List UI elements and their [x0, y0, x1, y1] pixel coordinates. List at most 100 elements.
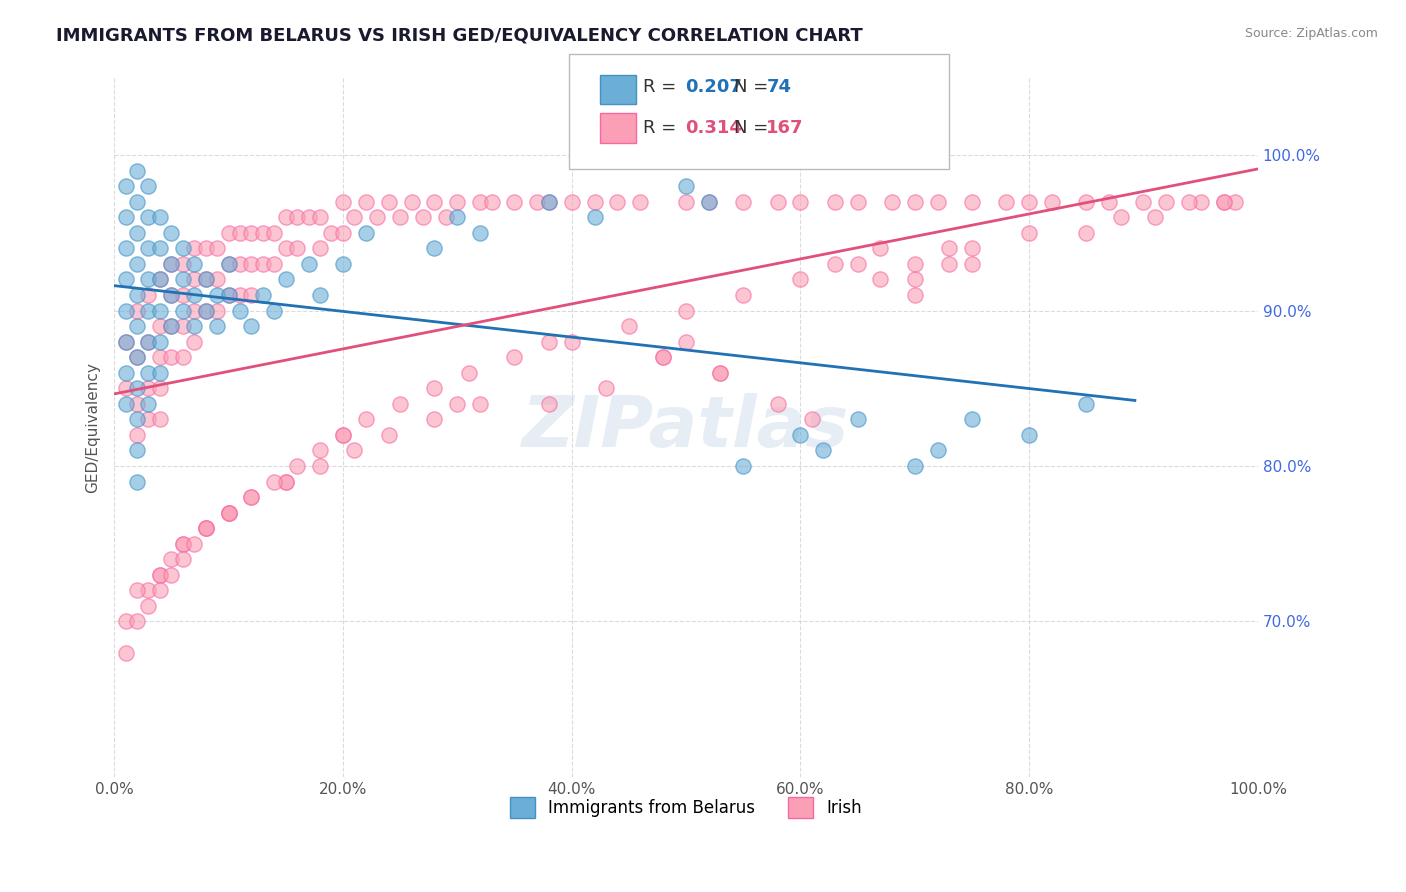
Point — [904, 458, 927, 473]
Point — [138, 412, 160, 426]
Point — [789, 428, 811, 442]
Point — [1109, 211, 1132, 225]
Point — [423, 194, 446, 209]
Point — [160, 257, 183, 271]
Point — [481, 194, 503, 209]
Point — [274, 475, 297, 489]
Point — [183, 272, 205, 286]
Point — [125, 583, 148, 598]
Point — [149, 272, 172, 286]
Point — [218, 506, 240, 520]
Point — [423, 241, 446, 255]
Point — [412, 211, 434, 225]
Point — [114, 179, 136, 194]
Point — [149, 334, 172, 349]
Point — [149, 211, 172, 225]
Point — [1156, 194, 1178, 209]
Point — [537, 194, 560, 209]
Text: 0.207: 0.207 — [685, 78, 741, 96]
Point — [869, 272, 891, 286]
Point — [138, 381, 160, 395]
Point — [125, 257, 148, 271]
Point — [125, 163, 148, 178]
Y-axis label: GED/Equivalency: GED/Equivalency — [86, 362, 100, 492]
Point — [766, 194, 789, 209]
Point — [114, 272, 136, 286]
Point — [114, 615, 136, 629]
Point — [332, 194, 354, 209]
Point — [172, 257, 194, 271]
Point — [114, 334, 136, 349]
Point — [927, 194, 949, 209]
Point — [583, 194, 606, 209]
Point — [343, 211, 366, 225]
Point — [1018, 226, 1040, 240]
Point — [114, 303, 136, 318]
Text: ZIPatlas: ZIPatlas — [522, 392, 849, 462]
Point — [1018, 428, 1040, 442]
Point — [172, 272, 194, 286]
Point — [172, 350, 194, 364]
Point — [675, 334, 697, 349]
Point — [183, 303, 205, 318]
Point — [1132, 194, 1154, 209]
Point — [675, 303, 697, 318]
Point — [172, 241, 194, 255]
Point — [125, 412, 148, 426]
Point — [766, 397, 789, 411]
Point — [205, 303, 228, 318]
Point — [172, 552, 194, 566]
Point — [583, 211, 606, 225]
Point — [114, 381, 136, 395]
Point — [789, 272, 811, 286]
Point — [125, 303, 148, 318]
Point — [813, 443, 835, 458]
Point — [218, 257, 240, 271]
Point — [733, 458, 755, 473]
Point — [960, 194, 983, 209]
Point — [263, 303, 285, 318]
Point — [183, 241, 205, 255]
Point — [675, 194, 697, 209]
Point — [114, 334, 136, 349]
Point — [733, 194, 755, 209]
Point — [125, 226, 148, 240]
Point — [194, 521, 217, 535]
Point — [114, 366, 136, 380]
Point — [172, 303, 194, 318]
Point — [252, 226, 274, 240]
Point — [149, 583, 172, 598]
Point — [160, 319, 183, 334]
Point — [138, 583, 160, 598]
Point — [205, 319, 228, 334]
Point — [160, 288, 183, 302]
Point — [274, 272, 297, 286]
Point — [205, 288, 228, 302]
Point — [218, 257, 240, 271]
Point — [824, 194, 846, 209]
Point — [904, 194, 927, 209]
Point — [160, 552, 183, 566]
Text: 0.314: 0.314 — [685, 119, 741, 136]
Point — [354, 194, 377, 209]
Point — [332, 428, 354, 442]
Point — [138, 334, 160, 349]
Point — [263, 475, 285, 489]
Point — [194, 521, 217, 535]
Point — [309, 241, 332, 255]
Point — [309, 458, 332, 473]
Point — [172, 537, 194, 551]
Point — [229, 257, 252, 271]
Point — [297, 257, 319, 271]
Point — [1143, 211, 1166, 225]
Point — [927, 443, 949, 458]
Point — [457, 366, 479, 380]
Point — [125, 350, 148, 364]
Point — [470, 226, 492, 240]
Point — [194, 521, 217, 535]
Point — [526, 194, 548, 209]
Point — [183, 257, 205, 271]
Point — [218, 226, 240, 240]
Point — [537, 334, 560, 349]
Point — [1223, 194, 1246, 209]
